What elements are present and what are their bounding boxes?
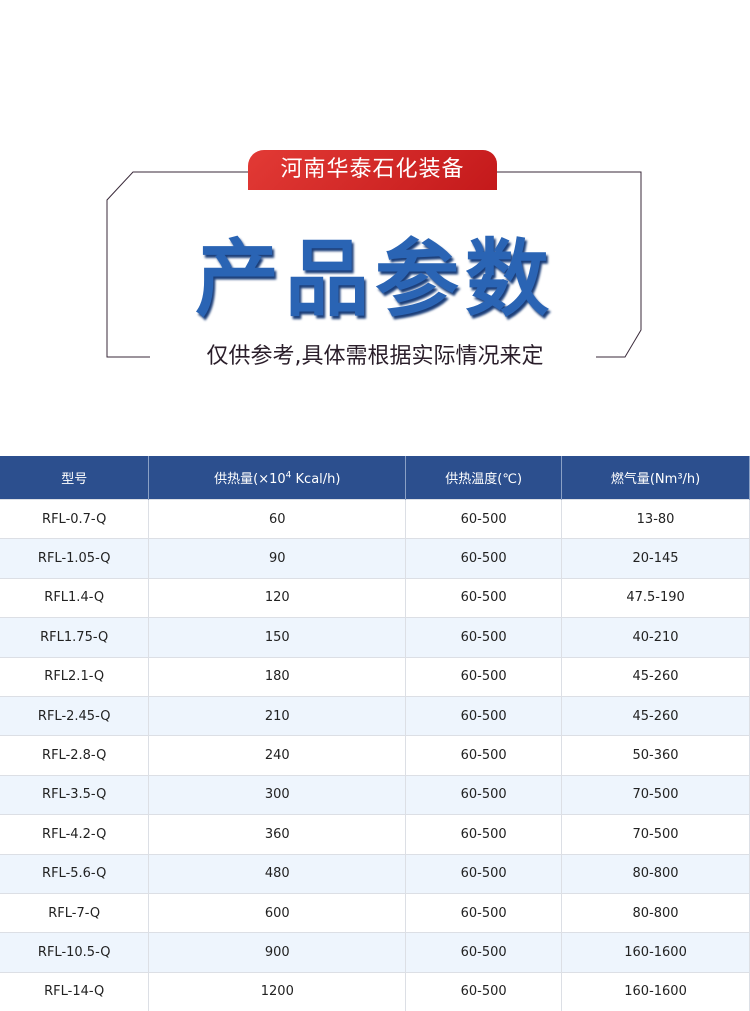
- cell-gas-consumption: 80-800: [561, 892, 750, 933]
- table-row: RFL-5.6-Q 480 60-500 80-800: [0, 853, 750, 894]
- header-model: 型号: [0, 456, 150, 500]
- decorative-frame: [106, 171, 642, 358]
- table-row: RFL-4.2-Q 360 60-500 70-500: [0, 814, 750, 855]
- table-row: RFL-10.5-Q 900 60-500 160-1600: [0, 932, 750, 973]
- cell-model: RFL-4.2-Q: [0, 814, 150, 855]
- cell-temperature: 60-500: [405, 971, 563, 1011]
- header-temperature: 供热温度(℃): [405, 456, 563, 500]
- product-parameters-table: 型号 供热量(×104 Kcal/h) 供热温度(℃) 燃气量(Nm³/h) R…: [0, 456, 750, 1011]
- table-row: RFL-14-Q 1200 60-500 160-1600: [0, 971, 750, 1011]
- cell-temperature: 60-500: [405, 577, 563, 618]
- header-heat-output: 供热量(×104 Kcal/h): [148, 456, 407, 500]
- cell-model: RFL-2.45-Q: [0, 695, 150, 736]
- cell-model: RFL-2.8-Q: [0, 735, 150, 776]
- cell-heat-output: 1200: [148, 971, 407, 1011]
- company-banner: 河南华泰石化装备: [248, 150, 497, 190]
- cell-model: RFL-3.5-Q: [0, 774, 150, 815]
- header-heat-unit: Kcal/h): [291, 472, 341, 487]
- cell-heat-output: 360: [148, 814, 407, 855]
- cell-gas-consumption: 70-500: [561, 774, 750, 815]
- cell-heat-output: 240: [148, 735, 407, 776]
- cell-heat-output: 60: [148, 498, 407, 539]
- cell-heat-output: 90: [148, 538, 407, 579]
- cell-heat-output: 300: [148, 774, 407, 815]
- table-row: RFL-2.45-Q 210 60-500 45-260: [0, 695, 750, 736]
- cell-gas-consumption: 13-80: [561, 498, 750, 539]
- cell-gas-consumption: 70-500: [561, 814, 750, 855]
- cell-temperature: 60-500: [405, 498, 563, 539]
- cell-heat-output: 150: [148, 617, 407, 658]
- table-header-row: 型号 供热量(×104 Kcal/h) 供热温度(℃) 燃气量(Nm³/h): [0, 456, 750, 500]
- cell-temperature: 60-500: [405, 695, 563, 736]
- table-row: RFL-0.7-Q 60 60-500 13-80: [0, 498, 750, 539]
- cell-model: RFL-0.7-Q: [0, 498, 150, 539]
- cell-gas-consumption: 50-360: [561, 735, 750, 776]
- subtitle: 仅供参考,具体需根据实际情况来定: [206, 344, 544, 369]
- cell-heat-output: 900: [148, 932, 407, 973]
- cell-heat-output: 600: [148, 892, 407, 933]
- cell-gas-consumption: 20-145: [561, 538, 750, 579]
- cell-model: RFL1.75-Q: [0, 617, 150, 658]
- header-heat-text: 供热量(×10: [214, 472, 286, 487]
- cell-model: RFL-14-Q: [0, 971, 150, 1011]
- cell-temperature: 60-500: [405, 814, 563, 855]
- cell-gas-consumption: 47.5-190: [561, 577, 750, 618]
- table-row: RFL1.4-Q 120 60-500 47.5-190: [0, 577, 750, 618]
- cell-temperature: 60-500: [405, 617, 563, 658]
- cell-gas-consumption: 45-260: [561, 695, 750, 736]
- cell-temperature: 60-500: [405, 932, 563, 973]
- header-gas: 燃气量(Nm³/h): [561, 456, 750, 500]
- cell-model: RFL-7-Q: [0, 892, 150, 933]
- table-row: RFL-1.05-Q 90 60-500 20-145: [0, 538, 750, 579]
- cell-heat-output: 210: [148, 695, 407, 736]
- cell-gas-consumption: 45-260: [561, 656, 750, 697]
- cell-temperature: 60-500: [405, 774, 563, 815]
- cell-temperature: 60-500: [405, 892, 563, 933]
- cell-heat-output: 180: [148, 656, 407, 697]
- header-sup: 4: [285, 470, 292, 481]
- cell-temperature: 60-500: [405, 656, 563, 697]
- cell-model: RFL-5.6-Q: [0, 853, 150, 894]
- cell-temperature: 60-500: [405, 853, 563, 894]
- cell-gas-consumption: 160-1600: [561, 971, 750, 1011]
- cell-model: RFL-10.5-Q: [0, 932, 150, 973]
- cell-temperature: 60-500: [405, 538, 563, 579]
- cell-model: RFL-1.05-Q: [0, 538, 150, 579]
- table-row: RFL2.1-Q 180 60-500 45-260: [0, 656, 750, 697]
- table-row: RFL-7-Q 600 60-500 80-800: [0, 892, 750, 933]
- cell-model: RFL2.1-Q: [0, 656, 150, 697]
- table-row: RFL-3.5-Q 300 60-500 70-500: [0, 774, 750, 815]
- cell-temperature: 60-500: [405, 735, 563, 776]
- table-row: RFL-2.8-Q 240 60-500 50-360: [0, 735, 750, 776]
- cell-gas-consumption: 80-800: [561, 853, 750, 894]
- cell-heat-output: 480: [148, 853, 407, 894]
- page-title: 产品参数: [194, 230, 555, 328]
- cell-gas-consumption: 160-1600: [561, 932, 750, 973]
- cell-gas-consumption: 40-210: [561, 617, 750, 658]
- cell-model: RFL1.4-Q: [0, 577, 150, 618]
- table-row: RFL1.75-Q 150 60-500 40-210: [0, 617, 750, 658]
- cell-heat-output: 120: [148, 577, 407, 618]
